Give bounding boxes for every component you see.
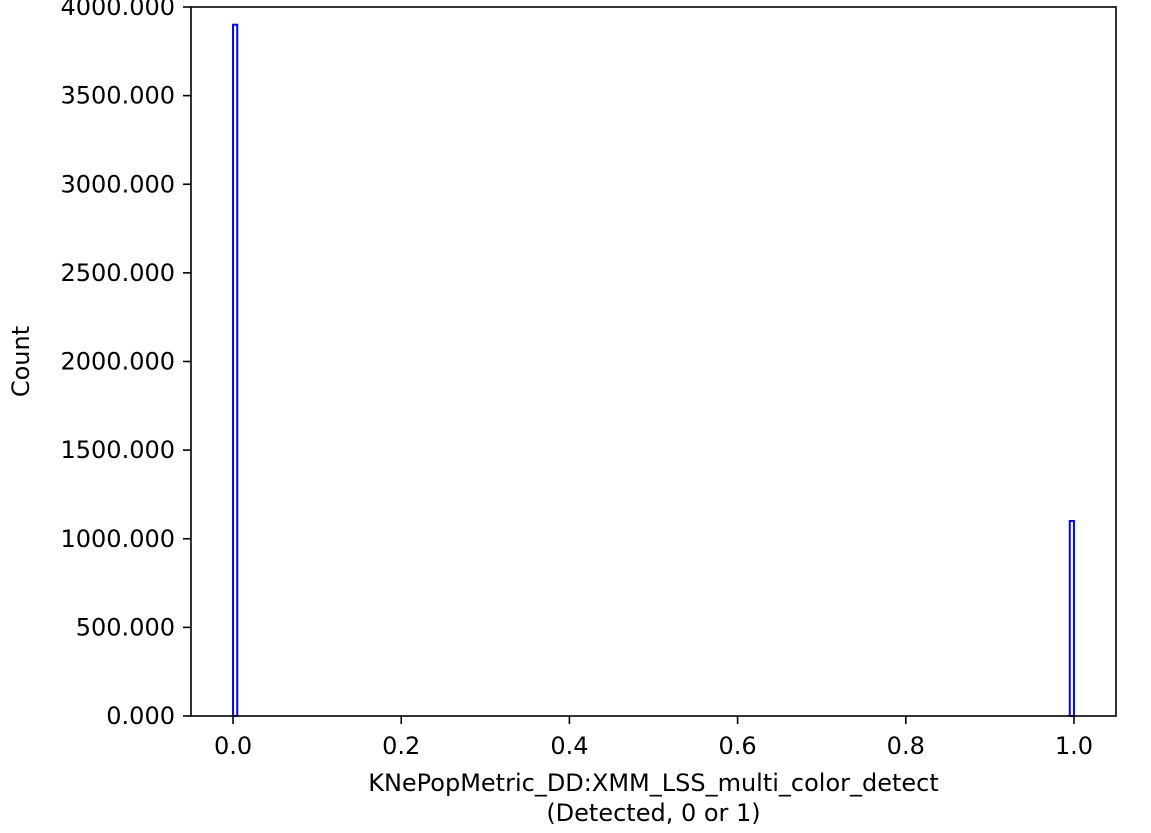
- y-tick-label: 1000.000: [60, 525, 175, 553]
- plot-frame: [190, 6, 1117, 717]
- x-tick-label: 0.6: [719, 732, 757, 760]
- x-axis-label-line2: (Detected, 0 or 1): [546, 799, 760, 827]
- y-tick-label: 2000.000: [60, 348, 175, 376]
- y-axis-label: Count: [7, 326, 35, 397]
- x-tick-label: 0.0: [214, 732, 252, 760]
- y-tick-label: 3000.000: [60, 170, 175, 198]
- x-tick-label: 0.8: [887, 732, 925, 760]
- x-tick-label: 1.0: [1055, 732, 1093, 760]
- x-tick-label: 0.2: [382, 732, 420, 760]
- y-tick-label: 4000.000: [60, 0, 175, 21]
- x-axis-ticks: 0.0 0.2 0.4 0.6 0.8 1.0: [214, 716, 1093, 760]
- y-tick-label: 500.000: [76, 613, 175, 641]
- y-tick-label: 2500.000: [60, 259, 175, 287]
- histogram-bar: [1068, 520, 1075, 718]
- histogram-bar: [232, 23, 239, 718]
- x-tick-label: 0.4: [550, 732, 588, 760]
- y-axis-ticks: 0.000 500.000 1000.000 1500.000 2000.000 2500…: [60, 0, 191, 730]
- histogram-bars: [232, 23, 1075, 718]
- y-tick-label: 1500.000: [60, 436, 175, 464]
- y-tick-label: 3500.000: [60, 82, 175, 110]
- x-axis-label-line1: KNePopMetric_DD:XMM_LSS_multi_color_dete…: [368, 769, 939, 797]
- y-tick-label: 0.000: [106, 702, 175, 730]
